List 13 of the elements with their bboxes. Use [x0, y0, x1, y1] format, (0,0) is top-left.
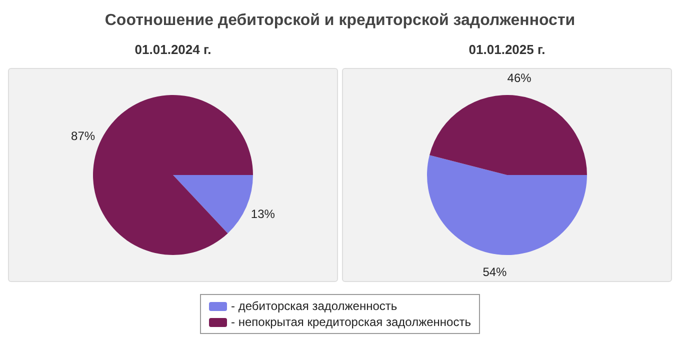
- legend-label: - дебиторская задолженность: [231, 299, 398, 313]
- data-label: 13%: [250, 206, 276, 221]
- data-label: 54%: [482, 265, 508, 280]
- chart-subtitle: 01.01.2025 г.: [468, 42, 546, 59]
- chart-title: Соотношение дебиторской и кредиторской задолженности: [104, 11, 576, 31]
- pie-slice: [430, 95, 587, 175]
- pie-slice: [427, 155, 587, 255]
- pie-slice: [173, 175, 253, 234]
- data-label: 46%: [507, 70, 532, 85]
- data-label: 87%: [71, 129, 96, 144]
- pie-slice: [93, 95, 253, 255]
- chart-subtitle: 01.01.2024 г.: [134, 42, 212, 59]
- legend-label: - непокрытая кредиторская задолженность: [231, 315, 471, 329]
